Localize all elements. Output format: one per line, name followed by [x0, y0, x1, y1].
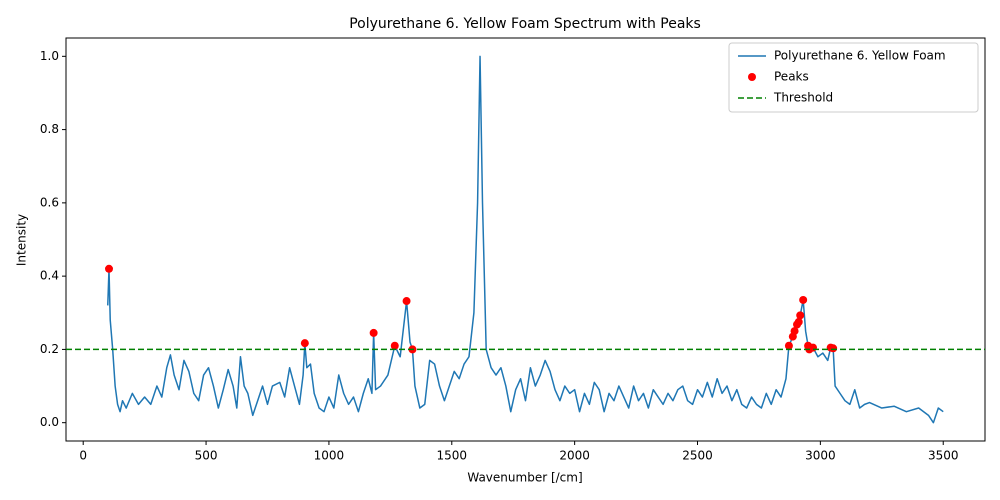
x-tick-label: 1000 [314, 449, 345, 463]
peak-point [105, 264, 114, 273]
y-axis-label: Intensity [15, 214, 29, 266]
peak-point [402, 297, 411, 306]
legend-label: Peaks [774, 70, 809, 84]
x-tick-label: 3500 [928, 449, 959, 463]
peak-point [790, 327, 799, 336]
x-tick-label: 3000 [805, 449, 836, 463]
x-tick-label: 2500 [682, 449, 713, 463]
x-tick-label: 1500 [437, 449, 468, 463]
peak-point [796, 311, 805, 320]
peak-point [829, 344, 838, 353]
plot-area [65, 37, 986, 442]
peak-point [799, 295, 808, 304]
peak-point [369, 328, 378, 337]
x-axis-label: Wavenumber [/cm] [467, 471, 582, 485]
legend-label: Polyurethane 6. Yellow Foam [774, 49, 946, 63]
peak-point [300, 339, 309, 348]
peak-point [784, 341, 793, 350]
peak-point [808, 343, 817, 352]
peak-point [794, 317, 803, 326]
y-tick-label: 1.0 [40, 49, 59, 63]
y-tick-label: 0.2 [40, 342, 59, 356]
y-tick-label: 0.8 [40, 122, 59, 136]
y-tick-label: 0.4 [40, 269, 59, 283]
chart-title: Polyurethane 6. Yellow Foam Spectrum wit… [349, 16, 701, 32]
legend-marker [748, 73, 756, 81]
legend-label: Threshold [773, 91, 833, 105]
x-tick-label: 2000 [559, 449, 590, 463]
peak-point [390, 341, 399, 350]
legend: Polyurethane 6. Yellow Foam Peaks Threshol… [728, 42, 979, 113]
legend-box [728, 42, 979, 113]
y-tick-label: 0.6 [40, 195, 59, 209]
x-tick-label: 0 [79, 449, 87, 463]
x-tick-label: 500 [195, 449, 218, 463]
y-tick-label: 0.0 [40, 415, 59, 429]
